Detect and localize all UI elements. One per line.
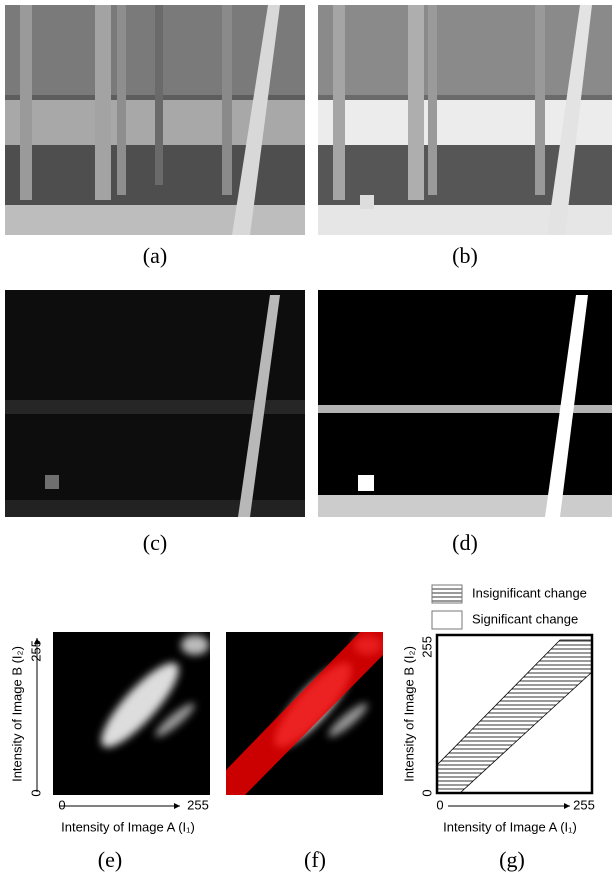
joint-histogram-band (226, 632, 383, 795)
x-max: 255 (573, 797, 595, 812)
photo-c (5, 290, 305, 517)
model-diagram (437, 635, 592, 793)
legend-label: Significant change (472, 611, 578, 626)
caption: (a) (143, 243, 167, 268)
caption: (b) (452, 243, 478, 268)
caption: (g) (499, 847, 525, 872)
photo-a (5, 5, 305, 235)
legend-swatch (432, 585, 462, 603)
y-axis-label: Intensity of Image B (I₂) (9, 646, 24, 782)
page: (a) (b) (c) (d) (0, 0, 616, 880)
x-max: 255 (187, 797, 209, 812)
caption: (e) (98, 847, 122, 872)
y-min: 0 (28, 789, 43, 796)
x-axis-label: Intensity of Image A (I₁) (443, 819, 577, 834)
figure: (a) (b) (c) (d) (0, 0, 616, 880)
legend-label: Insignificant change (472, 585, 587, 600)
caption: (c) (143, 530, 167, 555)
x-axis-label: Intensity of Image A (I₁) (61, 819, 195, 834)
photo-d (318, 290, 612, 517)
joint-histogram (53, 632, 210, 795)
y-max: 255 (28, 640, 43, 662)
y-min: 0 (419, 789, 434, 796)
caption: (d) (452, 530, 478, 555)
y-max: 255 (419, 636, 434, 658)
x-min: 0 (436, 797, 443, 812)
x-min: 0 (58, 797, 65, 812)
legend-swatch (432, 611, 462, 629)
caption: (f) (304, 847, 326, 872)
photo-b (318, 5, 612, 235)
y-axis-label: Intensity of Image B (I₂) (401, 646, 416, 782)
